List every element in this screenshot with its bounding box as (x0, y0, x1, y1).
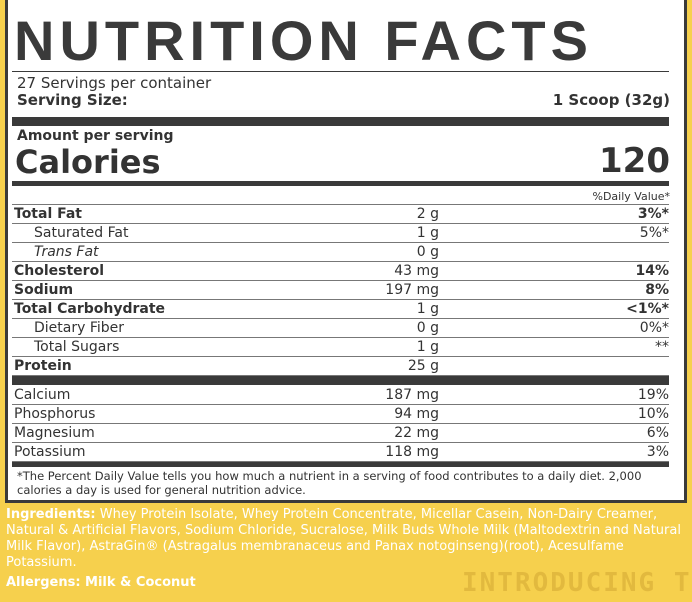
allergens: Allergens: Milk & Coconut (6, 575, 196, 590)
nutrient-amount: 25 g (407, 358, 439, 374)
nutrient-name: Total Fat (14, 206, 83, 222)
thick-divider (12, 462, 669, 467)
ingredients-label: Ingredients: (6, 507, 96, 522)
nutrient-row: Magnesium 22 mg 6% (12, 424, 669, 443)
serving-size-label: Serving Size: (17, 91, 128, 109)
divider (12, 204, 669, 205)
nutrient-daily-value: 3%* (637, 206, 669, 222)
serving-size-value: 1 Scoop (32g) (552, 91, 670, 109)
nutrient-name: Sodium (14, 282, 74, 298)
thick-divider (12, 376, 669, 385)
nutrient-amount: 118 mg (385, 444, 439, 460)
nutrient-row: Potassium 118 mg 3% (12, 443, 669, 462)
nutrient-daily-value: 19% (637, 387, 669, 403)
nutrient-amount: 94 mg (394, 406, 439, 422)
thick-divider (12, 181, 669, 186)
nutrient-row: Dietary Fiber 0 g 0%* (12, 319, 669, 338)
nutrient-row: Calcium 187 mg 19% (12, 386, 669, 405)
ingredients-block: Ingredients: Whey Protein Isolate, Whey … (6, 507, 686, 591)
nutrient-name: Dietary Fiber (34, 320, 125, 336)
nutrition-label (5, 0, 687, 503)
nutrient-name: Saturated Fat (34, 225, 129, 241)
nutrient-name: Calcium (14, 387, 71, 403)
nutrient-daily-value: ** (655, 339, 669, 355)
nutrient-row: Sodium 197 mg 8% (12, 281, 669, 300)
nutrient-amount: 1 g (416, 339, 439, 355)
nutrient-amount: 43 mg (394, 263, 439, 279)
nutrient-amount: 1 g (416, 225, 439, 241)
calories-value: 120 (599, 141, 670, 181)
amount-per-serving: Amount per serving (17, 128, 174, 144)
nutrient-amount: 0 g (416, 244, 439, 260)
nutrient-name: Total Sugars (34, 339, 120, 355)
nutrient-name: Phosphorus (14, 406, 96, 422)
nutrient-daily-value: 6% (646, 425, 669, 441)
nutrient-amount: 2 g (416, 206, 439, 222)
servings-per-container: 27 Servings per container (17, 74, 212, 92)
nutrient-row: Total Sugars 1 g ** (12, 338, 669, 357)
nutrient-daily-value: 5%* (639, 225, 669, 241)
nutrient-name: Protein (14, 358, 72, 374)
nutrient-daily-value: 10% (637, 406, 669, 422)
nutrient-row: Trans Fat 0 g (12, 243, 669, 262)
nutrient-name: Magnesium (14, 425, 95, 441)
label-title: NUTRITION FACTS (14, 9, 593, 72)
nutrient-row: Phosphorus 94 mg 10% (12, 405, 669, 424)
ingredients-text: Whey Protein Isolate, Whey Protein Conce… (6, 507, 681, 570)
nutrient-name: Potassium (14, 444, 86, 460)
nutrient-daily-value: 8% (645, 282, 669, 298)
nutrient-row: Protein 25 g (12, 357, 669, 376)
background-banner-text: INTRODUCING T (462, 568, 692, 598)
nutrient-daily-value: 14% (635, 263, 669, 279)
nutrient-row: Total Fat 2 g 3%* (12, 205, 669, 224)
nutrient-amount: 22 mg (394, 425, 439, 441)
footnote: *The Percent Daily Value tells you how m… (17, 469, 642, 497)
nutrient-amount: 187 mg (385, 387, 439, 403)
nutrient-amount: 197 mg (385, 282, 439, 298)
nutrient-daily-value: 0%* (639, 320, 669, 336)
daily-value-header: %Daily Value* (592, 190, 671, 203)
nutrient-row: Total Carbohydrate 1 g <1%* (12, 300, 669, 319)
nutrient-daily-value: <1%* (626, 301, 669, 317)
nutrient-daily-value: 3% (646, 444, 669, 460)
nutrient-row: Saturated Fat 1 g 5%* (12, 224, 669, 243)
nutrient-row: Cholesterol 43 mg 14% (12, 262, 669, 281)
nutrient-name: Cholesterol (14, 263, 104, 279)
nutrient-amount: 0 g (416, 320, 439, 336)
divider (12, 71, 669, 72)
nutrient-name: Trans Fat (34, 244, 99, 260)
nutrient-amount: 1 g (416, 301, 439, 317)
thick-divider (12, 117, 669, 126)
calories-label: Calories (15, 143, 161, 181)
nutrient-name: Total Carbohydrate (14, 301, 166, 317)
